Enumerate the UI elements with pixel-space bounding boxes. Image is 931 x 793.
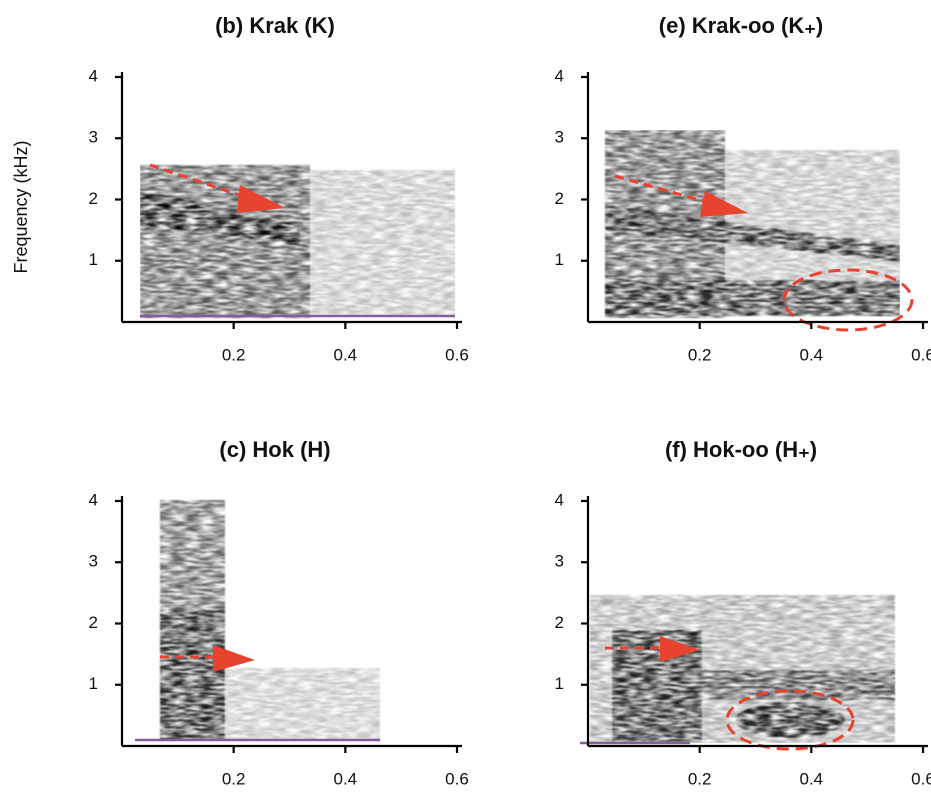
charts: (b) Krak (K) Frequency (kHz) 1 2 3 4 0.2 0.4 0.6… xyxy=(11,13,931,789)
x-tick-label: 0.4 xyxy=(334,769,358,788)
y-tick-label: 2 xyxy=(89,189,98,208)
x-tick-label: 0.4 xyxy=(800,345,824,364)
spectrogram-image xyxy=(140,130,900,743)
y-tick-label: 3 xyxy=(555,128,564,147)
y-tick-label: 1 xyxy=(555,674,564,693)
y-tick-label: 4 xyxy=(89,490,98,509)
x-tick-label: 0.4 xyxy=(800,769,824,788)
y-tick-label: 4 xyxy=(555,490,564,509)
x-tick-label: 0.4 xyxy=(334,345,358,364)
y-tick-label: 3 xyxy=(555,552,564,571)
y-tick-label: 3 xyxy=(89,128,98,147)
annotations xyxy=(149,163,914,751)
chart-title: (b) Krak (K) xyxy=(215,13,335,38)
x-tick-label: 0.2 xyxy=(688,345,712,364)
x-tick-label: 0.6 xyxy=(911,345,931,364)
x-tick-label: 0.2 xyxy=(688,769,712,788)
y-tick-label: 2 xyxy=(89,613,98,632)
y-tick-label: 1 xyxy=(555,250,564,269)
y-axis-label: Frequency (kHz) xyxy=(11,140,31,273)
y-tick-label: 2 xyxy=(555,189,564,208)
y-tick-label: 4 xyxy=(555,66,564,85)
chart-title: (e) Krak-oo (K₊) xyxy=(659,13,823,38)
y-tick-label: 3 xyxy=(89,552,98,571)
x-tick-label: 0.6 xyxy=(445,769,469,788)
x-tick-label: 0.6 xyxy=(445,345,469,364)
y-tick-label: 2 xyxy=(555,613,564,632)
chart-title: (f) Hok-oo (H₊) xyxy=(665,437,817,462)
y-tick-label: 1 xyxy=(89,250,98,269)
y-tick-label: 1 xyxy=(89,674,98,693)
x-tick-label: 0.2 xyxy=(222,769,246,788)
x-tick-label: 0.2 xyxy=(222,345,246,364)
y-tick-label: 4 xyxy=(89,66,98,85)
chart-title: (c) Hok (H) xyxy=(219,437,330,462)
x-tick-label: 0.6 xyxy=(911,769,931,788)
